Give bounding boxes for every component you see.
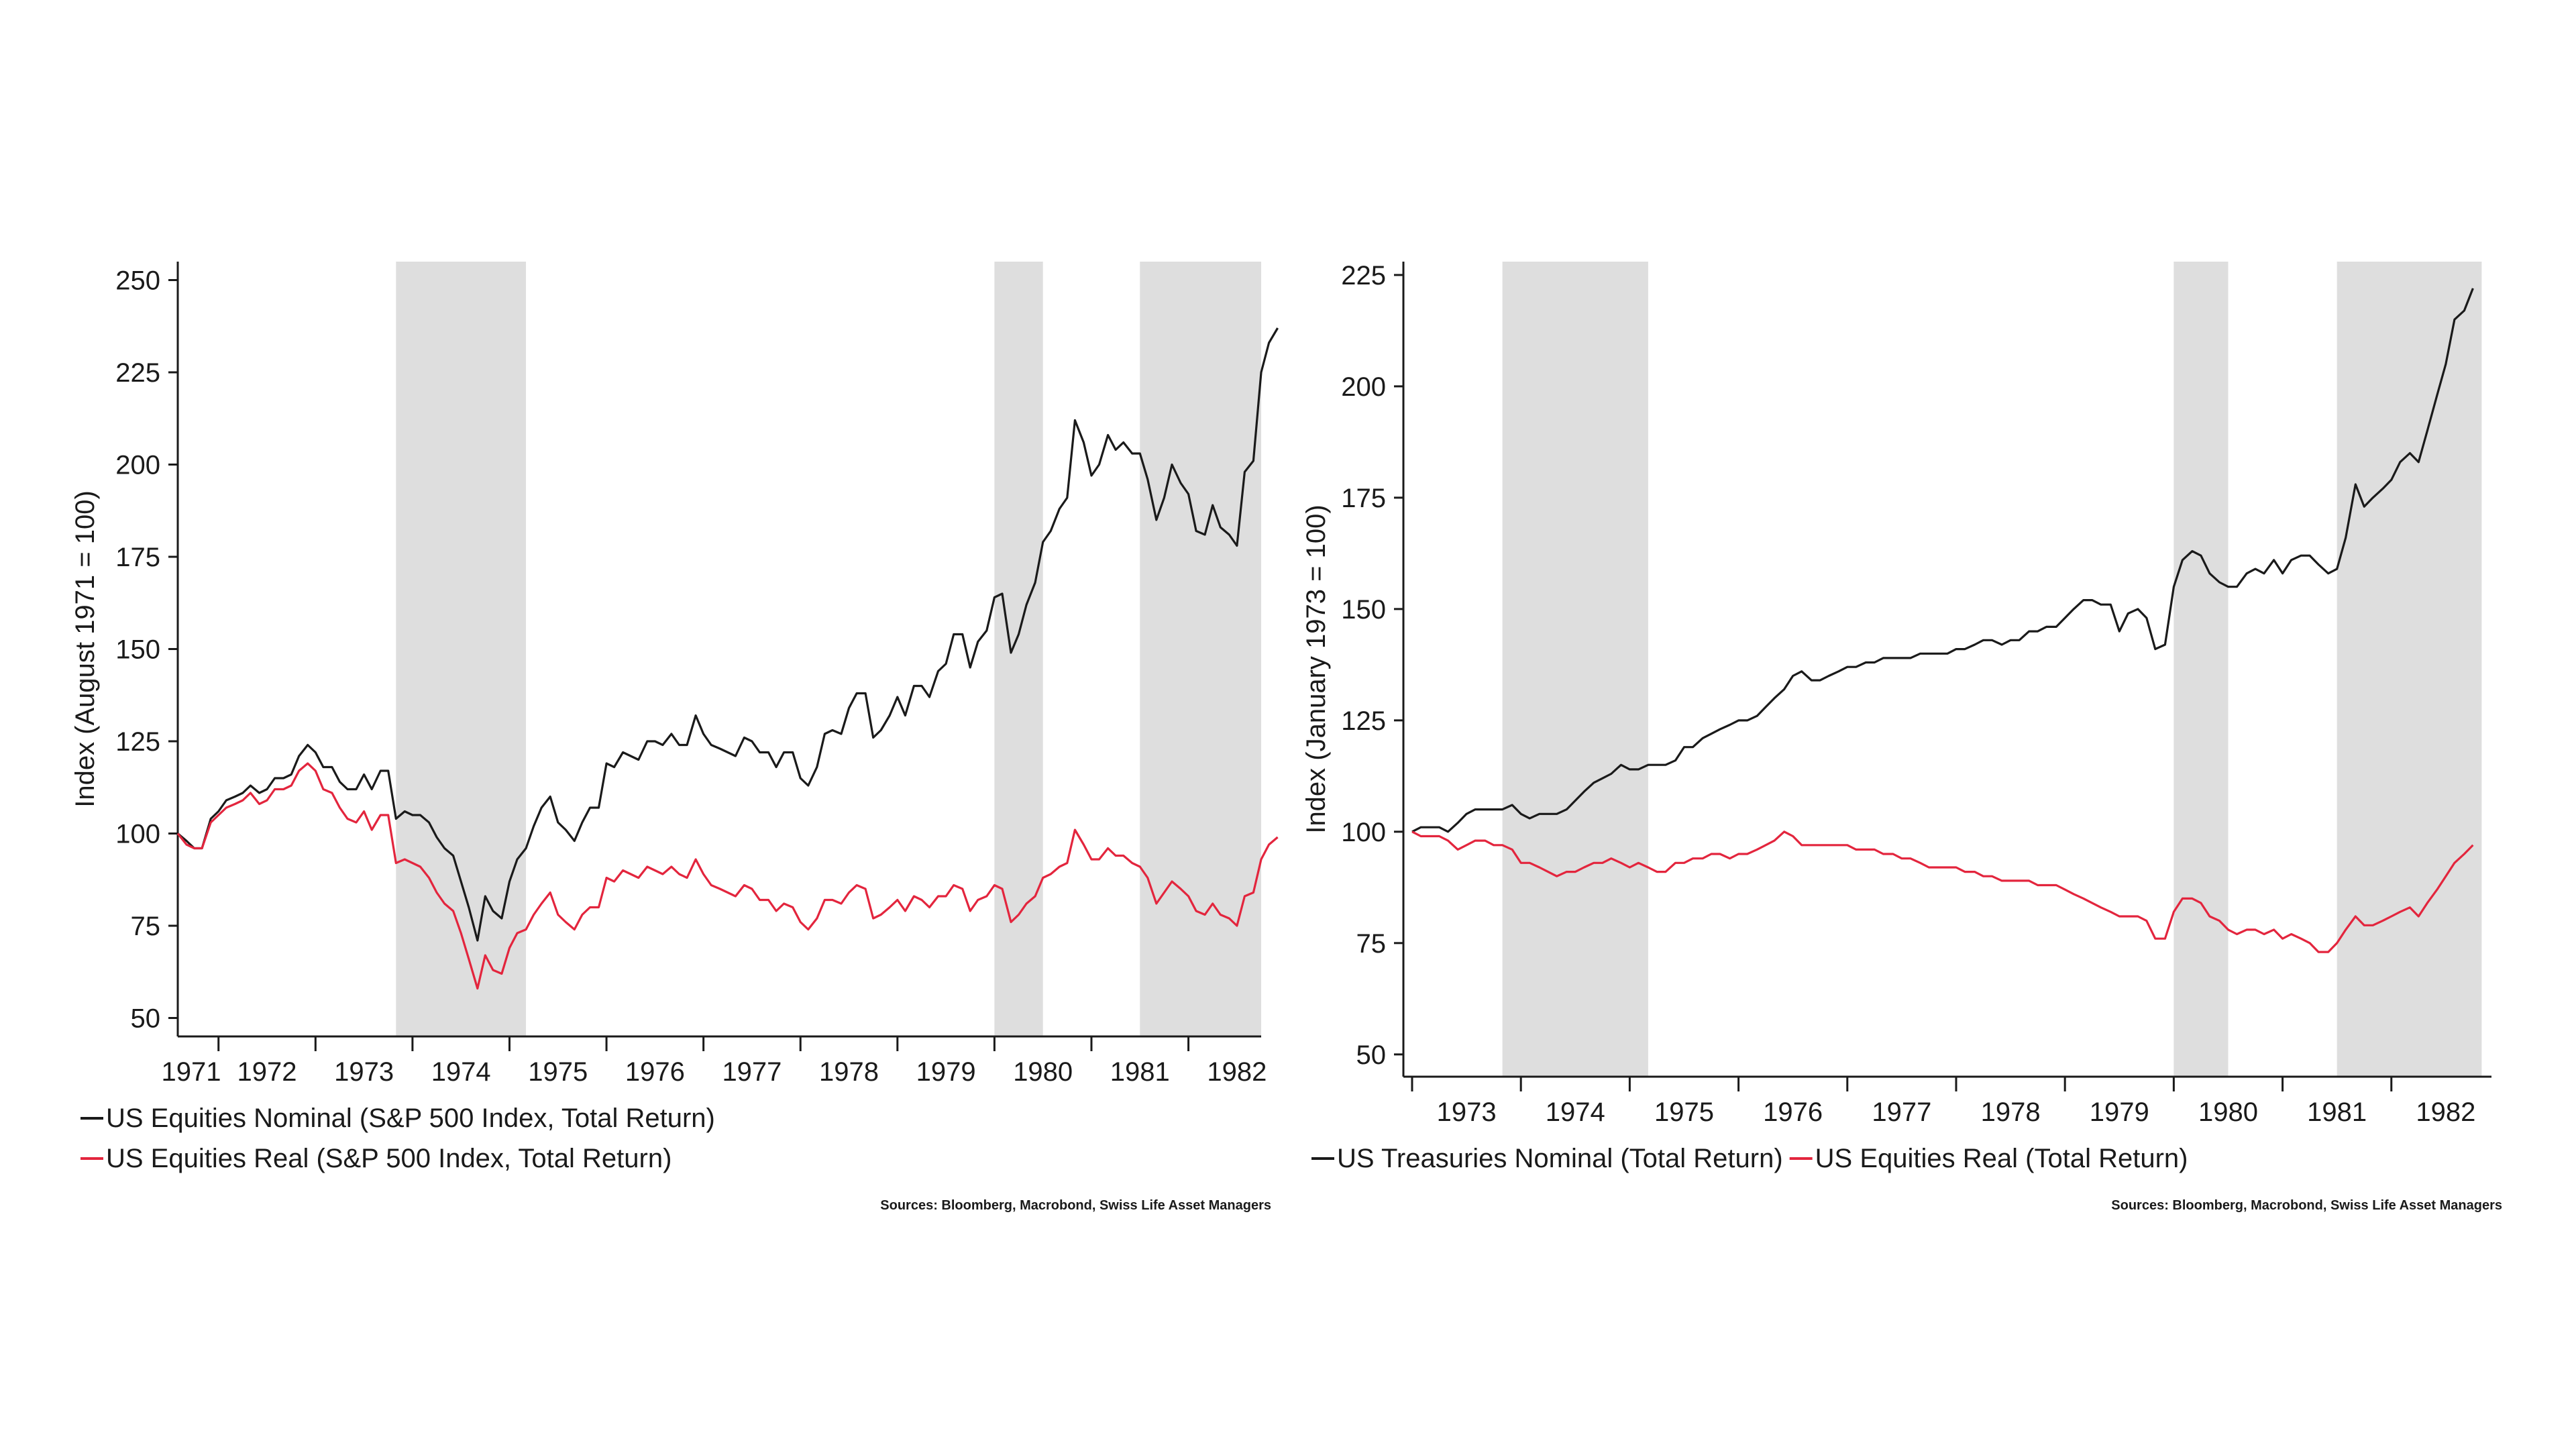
x-tick-label: 1972 — [237, 1057, 297, 1087]
shaded-period — [1140, 262, 1261, 1036]
x-tick-label: 1976 — [625, 1057, 685, 1087]
x-tick-label: 1975 — [528, 1057, 588, 1087]
shaded-period — [1502, 262, 1648, 1077]
x-tick-label: 1973 — [334, 1057, 394, 1087]
x-tick-label: 1977 — [1872, 1097, 1931, 1127]
x-tick-label: 1974 — [1546, 1097, 1605, 1127]
x-tick-label: 1980 — [1013, 1057, 1073, 1087]
x-tick-label: 1981 — [2307, 1097, 2367, 1127]
x-tick-label: 1982 — [1207, 1057, 1267, 1087]
x-tick-label: 1975 — [1654, 1097, 1714, 1127]
x-tick-label: 1979 — [2090, 1097, 2149, 1127]
x-tick-label: 1979 — [916, 1057, 976, 1087]
chart-left: 50 75 100 125 150 175 200 225 250 1971 1972 1973 197… — [70, 262, 1279, 1213]
y-tick-label: 125 — [1341, 706, 1386, 736]
x-tick-label: 1974 — [431, 1057, 491, 1087]
x-tick-label: 1977 — [722, 1057, 782, 1087]
y-tick-label: 75 — [1356, 929, 1387, 959]
x-tick-label: 1982 — [2416, 1097, 2475, 1127]
y-tick-label: 100 — [1341, 818, 1386, 847]
source-note: Sources: Bloomberg, Macrobond, Swiss Lif… — [2111, 1198, 2502, 1213]
shaded-period — [2174, 262, 2229, 1077]
series-line-real — [176, 762, 1279, 990]
legend-label: US Treasuries Nominal (Total Return) — [1337, 1144, 1783, 1173]
x-tick-label: 1981 — [1110, 1057, 1170, 1087]
y-tick-label: 125 — [115, 727, 160, 757]
y-tick-label: 75 — [131, 912, 161, 941]
y-tick-label: 50 — [131, 1004, 161, 1034]
x-tick-label: 1971 — [162, 1057, 221, 1087]
y-axis-title: Index (August 1971 = 100) — [70, 490, 100, 808]
y-tick-label: 200 — [115, 451, 160, 480]
series-line-real — [1411, 830, 2474, 953]
y-tick-label: 175 — [1341, 484, 1386, 513]
legend-label: US Equities Nominal (S&P 500 Index, Tota… — [106, 1104, 715, 1133]
shaded-period — [994, 262, 1043, 1036]
series-line-nominal — [176, 327, 1279, 942]
y-tick-label: 225 — [1341, 261, 1386, 290]
y-tick-label: 150 — [1341, 595, 1386, 625]
x-tick-label: 1978 — [819, 1057, 879, 1087]
source-note: Sources: Bloomberg, Macrobond, Swiss Lif… — [880, 1198, 1271, 1213]
series-line-nominal — [1411, 288, 2474, 833]
y-tick-label: 225 — [115, 358, 160, 388]
y-tick-label: 250 — [115, 266, 160, 296]
legend-label: US Equities Real (S&P 500 Index, Total R… — [106, 1144, 672, 1173]
shaded-period — [2337, 262, 2482, 1077]
y-axis-title: Index (January 1973 = 100) — [1301, 504, 1331, 833]
x-tick-label: 1980 — [2198, 1097, 2258, 1127]
legend-label: US Equities Real (Total Return) — [1815, 1144, 2188, 1173]
y-tick-label: 175 — [115, 543, 160, 572]
shaded-period — [396, 262, 527, 1036]
x-tick-label: 1973 — [1437, 1097, 1497, 1127]
chart-right: 50 75 100 125 150 175 200 225 1973 1974 1975 1976 19… — [1301, 261, 2502, 1213]
x-tick-label: 1976 — [1763, 1097, 1823, 1127]
y-tick-label: 50 — [1356, 1040, 1387, 1070]
y-tick-label: 100 — [115, 820, 160, 849]
y-tick-label: 200 — [1341, 372, 1386, 402]
y-tick-label: 150 — [115, 635, 160, 665]
x-tick-label: 1978 — [1981, 1097, 2041, 1127]
